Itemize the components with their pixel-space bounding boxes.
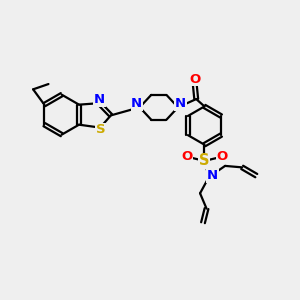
Text: N: N [175, 97, 186, 110]
Text: O: O [189, 73, 200, 85]
Text: O: O [181, 150, 192, 163]
Text: S: S [96, 124, 105, 136]
Text: S: S [199, 153, 210, 168]
Text: N: N [131, 97, 142, 110]
Text: O: O [217, 150, 228, 163]
Text: N: N [94, 93, 105, 106]
Text: N: N [207, 169, 218, 182]
